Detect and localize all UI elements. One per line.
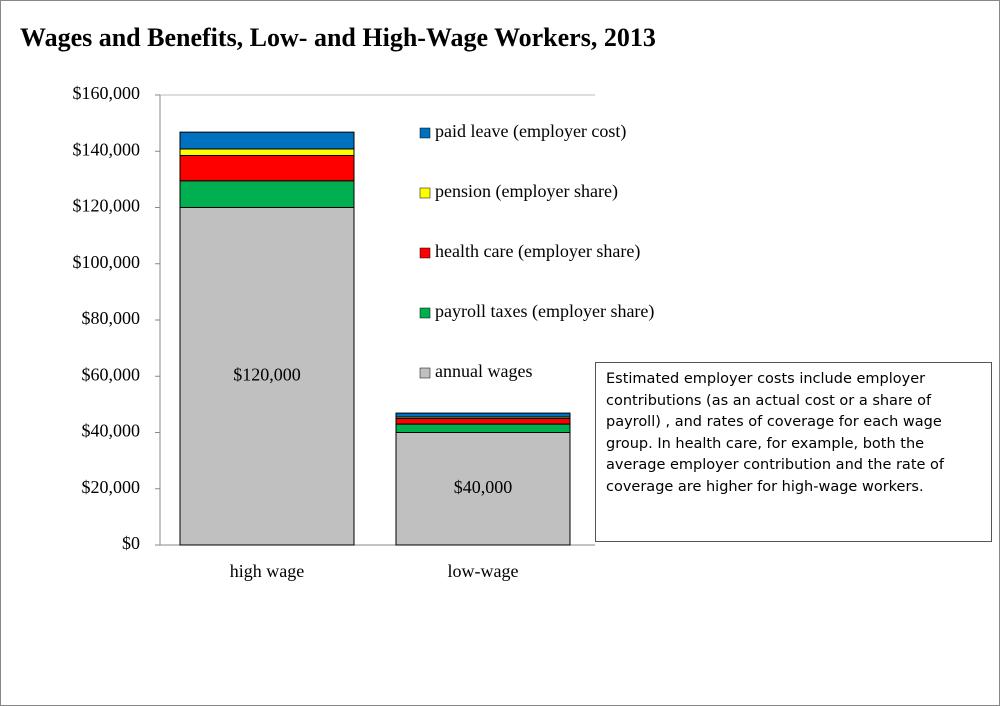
data-label: $120,000 [233, 364, 301, 384]
legend-swatch [419, 307, 431, 319]
annotation: Estimated employer costs include employe… [595, 362, 992, 542]
y-tick-label: $100,000 [73, 252, 141, 272]
y-tick-label: $160,000 [73, 83, 141, 103]
legend-label: annual wages [435, 361, 532, 381]
legend-label: health care (employer share) [435, 241, 640, 262]
chart-title: Wages and Benefits, Low- and High-Wage W… [20, 23, 656, 52]
data-label: $40,000 [454, 477, 513, 497]
y-tick-label: $140,000 [73, 139, 141, 159]
y-tick-label: $60,000 [82, 364, 141, 384]
legend-swatch [419, 247, 431, 259]
bar-segment [395, 417, 571, 425]
bar-segment [395, 432, 571, 546]
y-tick-label: $80,000 [82, 308, 141, 328]
bar-segment [179, 154, 355, 182]
x-tick-label: high wage [230, 561, 304, 581]
legend-label: paid leave (employer cost) [435, 121, 626, 142]
legend-swatch [419, 187, 431, 199]
legend-label: pension (employer share) [435, 181, 618, 202]
bar-segment [395, 423, 571, 433]
y-tick-label: $120,000 [73, 196, 141, 216]
legend-swatch [419, 127, 431, 139]
bar-segment [179, 131, 355, 150]
legend-label: payroll taxes (employer share) [435, 301, 654, 322]
legend-swatch [419, 367, 431, 379]
bar-segment [179, 148, 355, 156]
bar-segment [395, 412, 571, 418]
y-tick-label: $40,000 [82, 421, 141, 441]
y-tick-label: $0 [122, 533, 140, 553]
bar-segment [179, 180, 355, 208]
y-tick-label: $20,000 [82, 477, 141, 497]
x-tick-label: low-wage [448, 561, 519, 581]
bar-segment [179, 207, 355, 546]
